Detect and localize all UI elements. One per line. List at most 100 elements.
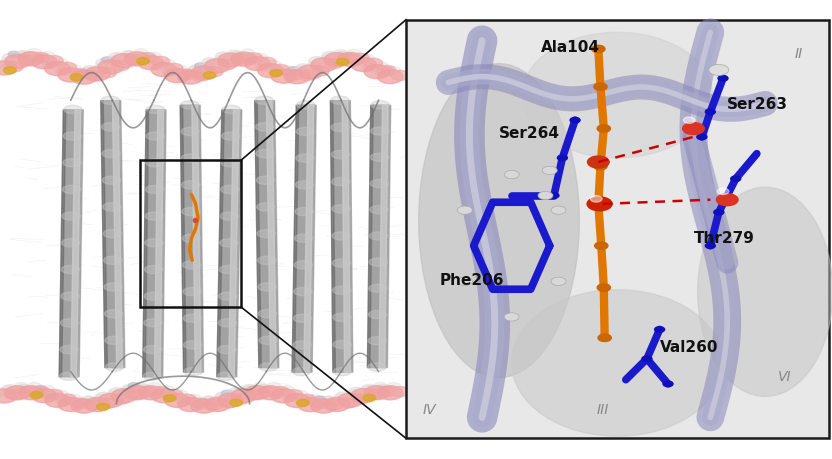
Circle shape [18,53,43,67]
Circle shape [231,389,256,403]
Circle shape [504,313,519,321]
Ellipse shape [257,230,275,238]
Ellipse shape [294,288,312,296]
Circle shape [270,70,282,78]
Ellipse shape [333,286,351,295]
Circle shape [378,66,396,76]
Ellipse shape [145,239,163,247]
Circle shape [364,59,383,69]
Circle shape [122,385,138,393]
Circle shape [254,383,268,391]
Circle shape [85,400,103,410]
Circle shape [288,67,300,73]
Circle shape [258,58,276,68]
Circle shape [18,386,43,400]
Circle shape [378,386,403,400]
Circle shape [125,390,143,400]
Ellipse shape [61,292,79,301]
Text: IV: IV [423,402,437,416]
Circle shape [214,56,228,64]
Circle shape [334,50,348,58]
Circle shape [218,61,236,71]
Ellipse shape [370,180,389,188]
Circle shape [387,67,401,75]
Circle shape [374,62,388,70]
Circle shape [45,393,70,408]
Circle shape [97,403,109,410]
Circle shape [0,61,5,69]
Circle shape [285,71,303,81]
Ellipse shape [143,372,161,381]
Circle shape [349,387,364,396]
Circle shape [324,60,343,70]
Circle shape [27,50,42,57]
Circle shape [594,84,607,91]
Circle shape [362,385,378,393]
Circle shape [269,388,285,397]
Ellipse shape [184,368,202,376]
Ellipse shape [143,346,161,354]
Ellipse shape [63,159,82,168]
Circle shape [203,73,215,79]
Bar [406,21,829,438]
Circle shape [205,400,223,410]
Ellipse shape [182,208,201,216]
Circle shape [595,242,608,250]
Circle shape [205,397,230,412]
Ellipse shape [332,205,350,213]
Ellipse shape [369,258,388,267]
Circle shape [125,56,143,66]
Circle shape [111,389,136,403]
Circle shape [94,65,108,73]
Ellipse shape [60,372,78,381]
Ellipse shape [144,292,162,301]
Circle shape [125,53,150,67]
Ellipse shape [222,106,240,114]
Circle shape [338,398,356,409]
Circle shape [136,55,151,64]
Circle shape [335,52,351,61]
Circle shape [136,59,149,66]
Circle shape [245,390,263,400]
Circle shape [1,386,15,394]
Circle shape [8,52,20,58]
Bar [140,161,241,308]
Circle shape [295,397,311,405]
Circle shape [360,55,374,63]
Ellipse shape [220,186,239,194]
Circle shape [294,391,308,398]
Bar [0,0,416,459]
Circle shape [82,397,98,405]
Circle shape [314,396,326,402]
Ellipse shape [219,292,237,301]
Circle shape [338,53,363,67]
Circle shape [242,56,258,65]
Circle shape [0,62,17,76]
Circle shape [85,67,110,82]
Ellipse shape [297,101,315,110]
Circle shape [29,55,45,63]
Circle shape [178,397,203,412]
Circle shape [45,56,63,67]
Text: Val260: Val260 [660,339,718,354]
Circle shape [551,278,566,286]
Ellipse shape [183,314,201,323]
Ellipse shape [64,106,82,114]
Circle shape [338,393,363,408]
Circle shape [347,50,361,58]
Ellipse shape [257,203,275,212]
Circle shape [381,67,393,73]
Ellipse shape [333,368,351,376]
Circle shape [149,388,165,396]
Ellipse shape [63,133,82,141]
Ellipse shape [369,206,388,214]
Circle shape [165,64,183,74]
Circle shape [285,394,310,408]
Circle shape [5,62,23,73]
Circle shape [592,201,605,208]
Circle shape [58,397,83,412]
Ellipse shape [144,319,162,327]
Circle shape [311,59,336,73]
Circle shape [138,386,156,397]
Ellipse shape [181,101,199,110]
